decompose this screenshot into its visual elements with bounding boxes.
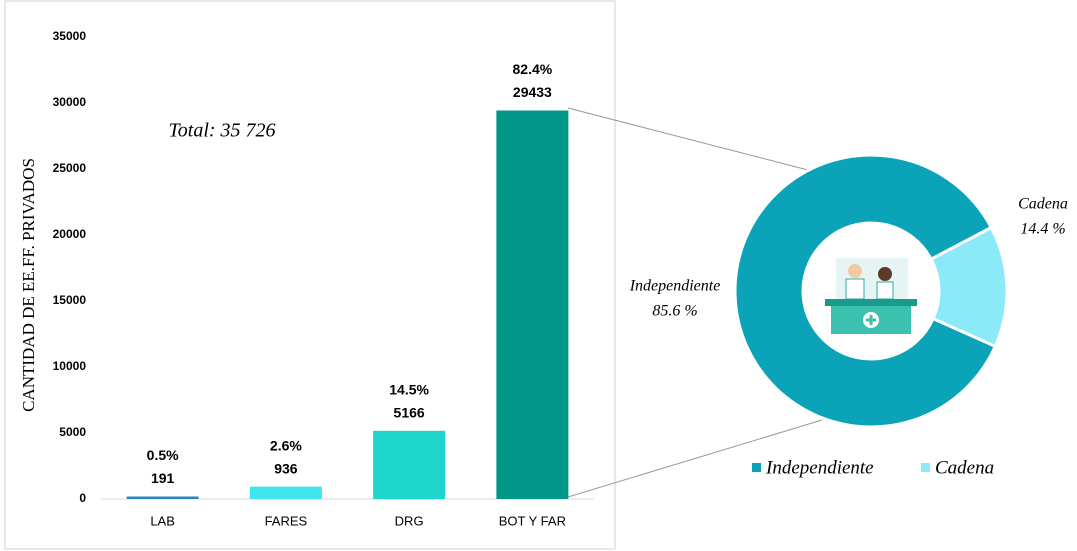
bar bbox=[373, 431, 445, 499]
y-tick-label: 35000 bbox=[53, 29, 87, 43]
slice-label: 14.4 % bbox=[1020, 221, 1065, 238]
bar bbox=[127, 496, 199, 499]
legend-label: Independiente bbox=[765, 457, 874, 478]
icon-person bbox=[877, 282, 893, 299]
legend-swatch bbox=[752, 463, 761, 472]
y-tick-label: 5000 bbox=[59, 425, 86, 439]
data-label: 29433 bbox=[513, 84, 552, 100]
x-tick-label: DRG bbox=[395, 513, 424, 528]
pharmacy-icon bbox=[825, 258, 917, 334]
y-tick-label: 30000 bbox=[53, 95, 87, 109]
connector bbox=[568, 108, 808, 170]
slice-name: Cadena bbox=[1018, 196, 1068, 213]
legend-label: Cadena bbox=[935, 457, 994, 478]
x-tick-label: BOT Y FAR bbox=[499, 513, 566, 528]
data-label: 191 bbox=[151, 470, 175, 486]
x-tick-label: LAB bbox=[150, 513, 175, 528]
chart: CANTIDAD DE EE.FF. PRIVADOS Total: 35 72… bbox=[0, 0, 1077, 551]
x-tick-label: FARES bbox=[265, 513, 308, 528]
y-tick-label: 10000 bbox=[53, 359, 87, 373]
slice-label: 85.6 % bbox=[652, 303, 697, 320]
data-label: 936 bbox=[274, 460, 298, 476]
slice-name: Independiente bbox=[629, 278, 721, 295]
bar bbox=[496, 110, 568, 499]
share-label: 82.4% bbox=[513, 61, 553, 77]
y-tick-label: 25000 bbox=[53, 161, 87, 175]
y-tick-label: 0 bbox=[79, 491, 86, 505]
y-tick-label: 20000 bbox=[53, 227, 87, 241]
icon-person bbox=[846, 279, 864, 299]
share-label: 14.5% bbox=[389, 382, 429, 398]
bar bbox=[250, 487, 322, 499]
y-tick-label: 15000 bbox=[53, 293, 87, 307]
share-label: 0.5% bbox=[147, 447, 179, 463]
share-label: 2.6% bbox=[270, 437, 302, 453]
icon-person bbox=[848, 264, 862, 278]
icon-person bbox=[878, 267, 892, 281]
y-axis-label: CANTIDAD DE EE.FF. PRIVADOS bbox=[19, 158, 38, 412]
annotation: Total: 35 726 bbox=[168, 120, 275, 142]
legend-swatch bbox=[921, 463, 930, 472]
icon-counter bbox=[825, 299, 917, 306]
data-label: 5166 bbox=[394, 405, 425, 421]
